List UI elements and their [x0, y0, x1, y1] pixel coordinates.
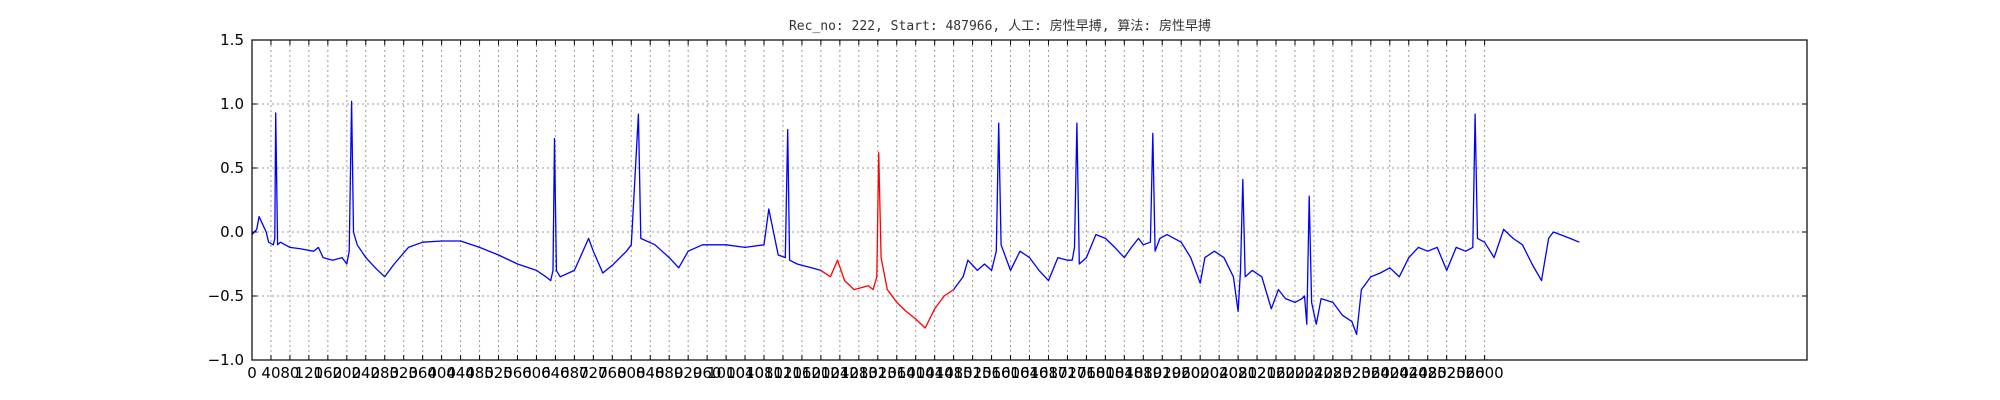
x-tick-label: 200: [332, 364, 361, 382]
x-tick-label: 960: [693, 364, 722, 382]
x-tick-label: 1040: [726, 364, 764, 382]
x-tick-label: 1840: [1105, 364, 1143, 382]
x-tick-label: 120: [295, 364, 324, 382]
y-tick-label: 0.0: [220, 223, 244, 241]
x-tick-label: 760: [598, 364, 627, 382]
x-tick-label: 680: [560, 364, 589, 382]
x-tick-label: 1640: [1010, 364, 1048, 382]
x-tick-label: 1680: [1029, 364, 1067, 382]
x-tick-label: 360: [408, 364, 437, 382]
x-tick-label: 2360: [1352, 364, 1390, 382]
x-tick-label: 1360: [878, 364, 916, 382]
x-tick-label: 2280: [1314, 364, 1352, 382]
x-tick-label: 400: [427, 364, 456, 382]
x-tick-label: 2240: [1295, 364, 1333, 382]
x-tick-label: 2400: [1371, 364, 1409, 382]
x-tick-label: 2080: [1219, 364, 1257, 382]
x-tick-label: 920: [674, 364, 703, 382]
x-tick-label: 800: [617, 364, 646, 382]
x-tick-label: 2520: [1428, 364, 1466, 382]
x-tick-label: 1600: [991, 364, 1029, 382]
x-tick-label: 1480: [935, 364, 973, 382]
x-tick-label: 1200: [802, 364, 840, 382]
x-tick-label: 1720: [1048, 364, 1086, 382]
ecg-series-line-2: [953, 113, 1580, 336]
x-tick-label: 0: [247, 364, 257, 382]
x-tick-label: 2560: [1447, 364, 1485, 382]
x-tick-label: 2320: [1333, 364, 1371, 382]
x-tick-label: 2200: [1276, 364, 1314, 382]
x-tick-label: 2600: [1466, 364, 1504, 382]
x-tick-label: 2480: [1409, 364, 1447, 382]
x-tick-label: 1880: [1124, 364, 1162, 382]
x-tick-label: 1120: [764, 364, 802, 382]
y-tick-label: −0.5: [208, 287, 244, 305]
axis-ticks: 0 40 8012016020024028032036040044048052056…: [208, 31, 1807, 382]
x-tick-label: 1920: [1143, 364, 1181, 382]
x-tick-label: 1160: [783, 364, 821, 382]
x-tick-label: 1080: [745, 364, 783, 382]
x-tick-label: 840: [636, 364, 665, 382]
chart-title: Rec_no: 222, Start: 487966, 人工: 房性早搏, 算法…: [789, 18, 1211, 34]
x-tick-label: 2000: [1181, 364, 1219, 382]
plot-frame: [251, 39, 1808, 361]
x-tick-label: 2120: [1238, 364, 1276, 382]
x-tick-label: 320: [389, 364, 418, 382]
y-tick-label: 1.5: [220, 31, 244, 49]
x-tick-label: 1560: [972, 364, 1010, 382]
x-tick-label: 1440: [916, 364, 954, 382]
x-tick-label: 1000: [707, 364, 745, 382]
x-tick-label: 2040: [1200, 364, 1238, 382]
x-tick-label: 2440: [1390, 364, 1428, 382]
x-tick-label: 520: [484, 364, 513, 382]
x-tick-label: 1240: [821, 364, 859, 382]
x-tick-label: 1800: [1086, 364, 1124, 382]
x-tick-label: 1520: [954, 364, 992, 382]
x-tick-label: 40: [261, 364, 280, 382]
x-tick-label: 600: [522, 364, 551, 382]
x-tick-label: 440: [446, 364, 475, 382]
x-tick-label: 560: [503, 364, 532, 382]
ecg-series-line-1: [820, 151, 954, 329]
x-tick-label: 1280: [840, 364, 878, 382]
x-tick-label: 2160: [1257, 364, 1295, 382]
x-tick-label: 1760: [1067, 364, 1105, 382]
x-tick-label: 280: [370, 364, 399, 382]
y-tick-label: −1.0: [208, 351, 244, 369]
x-tick-label: 1320: [859, 364, 897, 382]
x-tick-label: 80: [280, 364, 299, 382]
x-tick-label: 240: [351, 364, 380, 382]
x-tick-label: 720: [579, 364, 608, 382]
x-tick-label: 480: [465, 364, 494, 382]
y-tick-label: 0.5: [220, 159, 244, 177]
x-tick-label: 160: [314, 364, 343, 382]
x-tick-label: 1400: [897, 364, 935, 382]
x-tick-label: 880: [655, 364, 684, 382]
grid-lines: [251, 39, 1807, 361]
x-tick-label: 640: [541, 364, 570, 382]
y-tick-label: 1.0: [220, 95, 244, 113]
plot-series: [251, 100, 1580, 336]
x-tick-label: 1960: [1162, 364, 1200, 382]
ecg-series-line-0: [251, 100, 822, 282]
